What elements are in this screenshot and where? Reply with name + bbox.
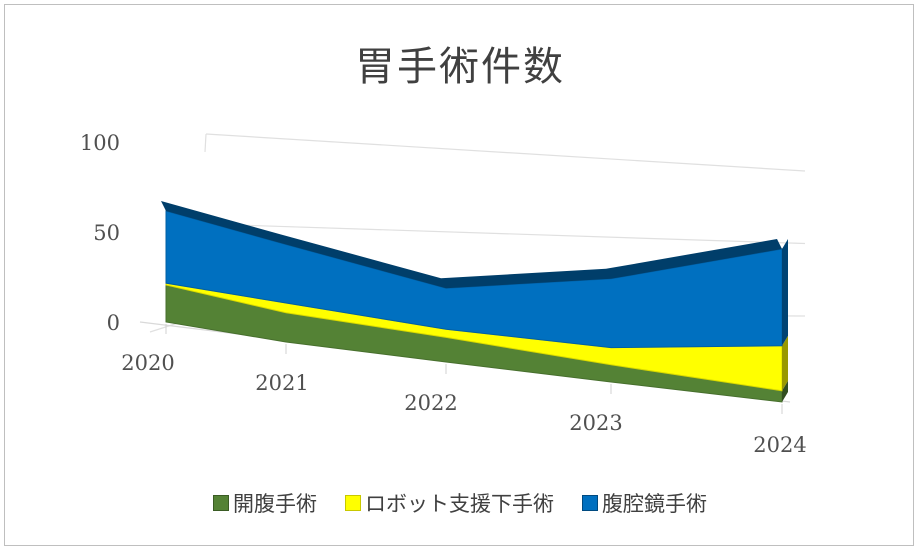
y-grid-back-100	[205, 133, 806, 172]
x-tick-label-2021: 2021	[255, 371, 308, 395]
x-tick-label-2024: 2024	[753, 433, 806, 457]
y-tick-label-100: 100	[80, 131, 120, 155]
legend: 開腹手術 ロボット支援下手術 腹腔鏡手術	[0, 488, 920, 518]
legend-label-robotic-surgery: ロボット支援下手術	[365, 492, 554, 516]
legend-swatch-open-surgery	[213, 495, 229, 511]
y-grid-left-100	[204, 133, 207, 153]
series-1-area-side	[782, 335, 788, 391]
y-grid-back-50	[205, 223, 806, 245]
legend-swatch-robotic-surgery	[345, 495, 361, 511]
x-tick-label-2020: 2020	[121, 351, 174, 375]
series-0-area-side	[782, 380, 788, 402]
legend-item-open-surgery: 開腹手術	[213, 488, 317, 518]
x-tick-label-2022: 2022	[404, 391, 457, 415]
legend-label-laparoscopic-surgery: 腹腔鏡手術	[602, 492, 707, 516]
series-2-area-top	[161, 201, 782, 289]
legend-item-laparoscopic-surgery: 腹腔鏡手術	[582, 488, 707, 518]
x-tick-label-2023: 2023	[569, 411, 622, 435]
series-2-area-side	[782, 239, 788, 346]
y-tick-label-50: 50	[93, 221, 120, 245]
legend-swatch-laparoscopic-surgery	[582, 495, 598, 511]
legend-item-robotic-surgery: ロボット支援下手術	[345, 488, 554, 518]
y-tick-label-0: 0	[107, 311, 120, 335]
chart-title: 胃手術件数	[355, 44, 565, 90]
legend-label-open-surgery: 開腹手術	[233, 492, 317, 516]
